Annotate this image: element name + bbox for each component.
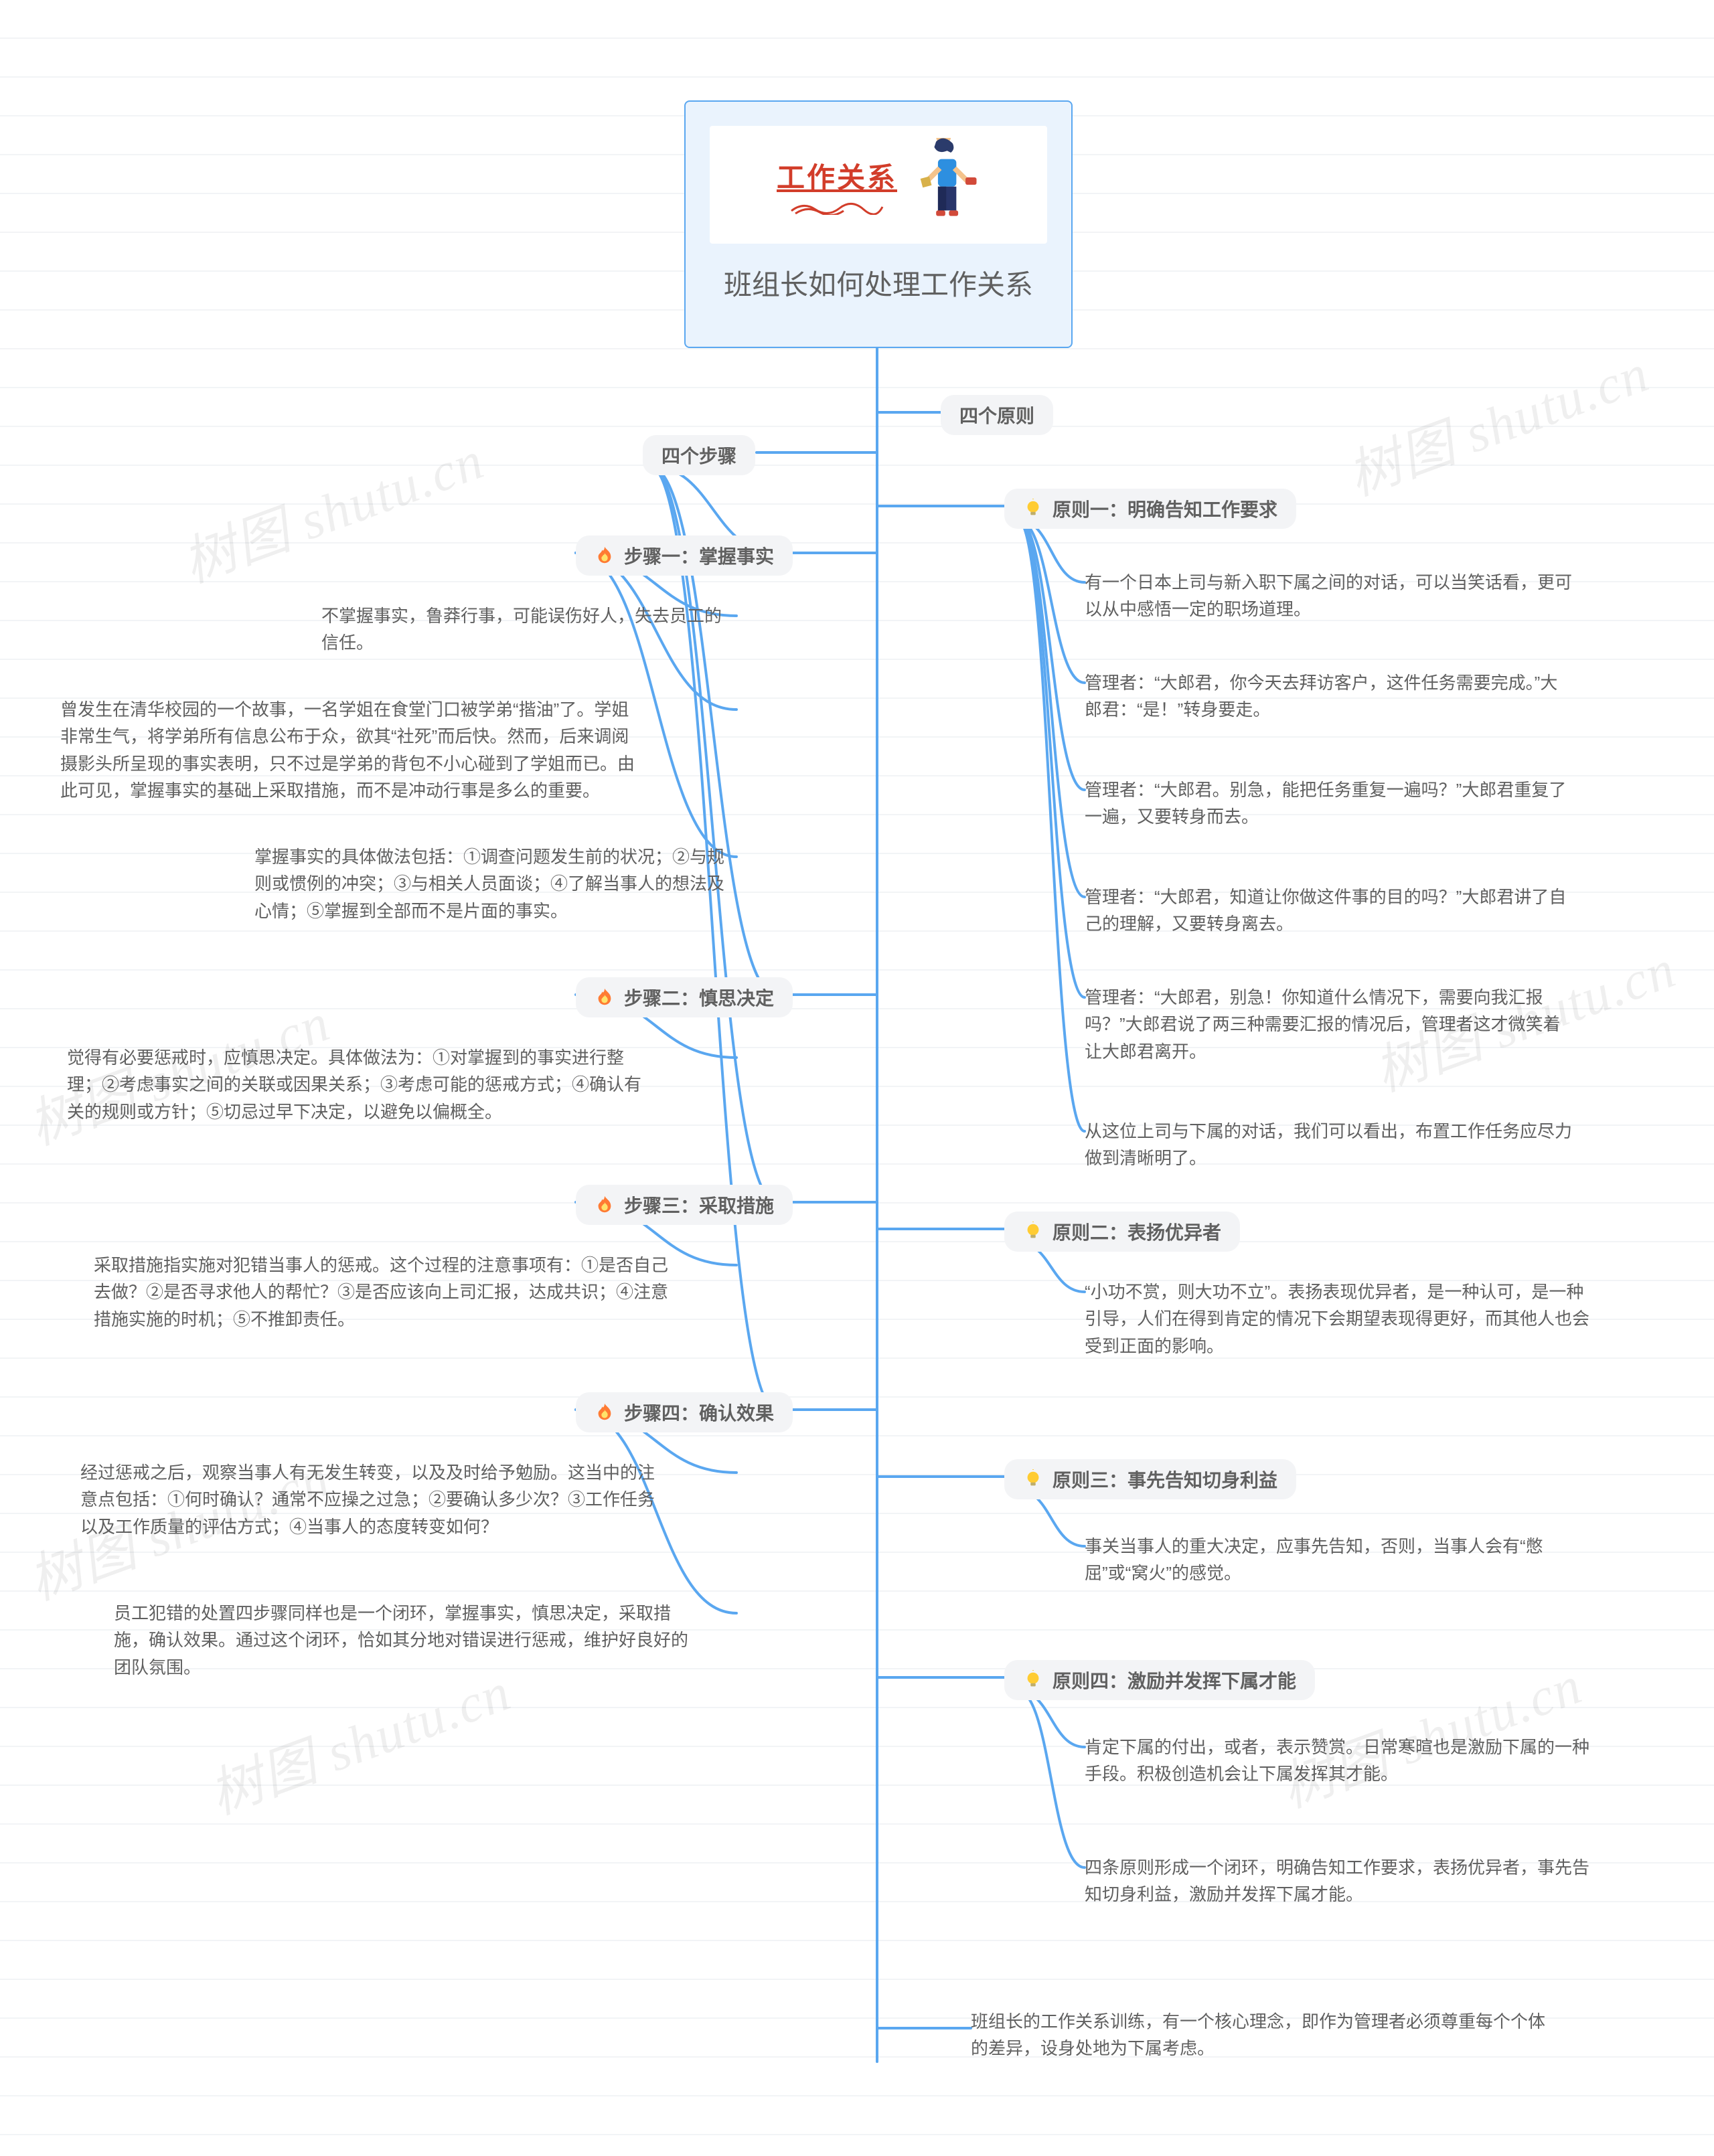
person-icon: [916, 138, 980, 232]
principle-leaf: 肯定下属的付出，或者，表示赞赏。日常寒暄也是激励下属的一种手段。积极创造机会让下…: [1085, 1734, 1593, 1788]
lightbulb-icon: [1023, 1670, 1043, 1690]
principle-title: 原则一：明确告知工作要求: [1053, 495, 1277, 522]
step-leaf: 采取措施指实施对犯错当事人的惩戒。这个过程的注意事项有：①是否自己去做？②是否寻…: [94, 1252, 670, 1333]
principle-leaf: 有一个日本上司与新入职下属之间的对话，可以当笑话看，更可以从中感悟一定的职场道理…: [1085, 569, 1573, 623]
principle-node: 原则二：表扬优异者: [1004, 1212, 1240, 1252]
fire-icon: [595, 546, 615, 566]
principle-leaf: “小功不赏，则大功不立”。表扬表现优异者，是一种认可，是一种引导，人们在得到肯定…: [1085, 1278, 1593, 1359]
steps-header-label: 四个步骤: [661, 442, 736, 469]
step-leaf: 掌握事实的具体做法包括：①调查问题发生前的状况；②与规则或惯例的冲突；③与相关人…: [254, 843, 736, 924]
root-text-block: 工作关系: [777, 155, 897, 215]
principle-leaf: 管理者：“大郎君，你今天去拜访客户，这件任务需要完成。”大郎君：“是！”转身要走…: [1085, 669, 1573, 724]
principle-leaf: 事关当事人的重大决定，应事先告知，否则，当事人会有“憋屈”或“窝火”的感觉。: [1085, 1533, 1573, 1587]
principle-node: 原则一：明确告知工作要求: [1004, 489, 1296, 529]
lightbulb-icon: [1023, 1469, 1043, 1489]
step-title: 步骤三：采取措施: [624, 1191, 774, 1218]
principle-leaf: 管理者：“大郎君，别急！你知道什么情况下，需要向我汇报吗？”大郎君说了两三种需要…: [1085, 984, 1573, 1065]
principle-title: 原则三：事先告知切身利益: [1053, 1466, 1277, 1493]
step-node: 步骤三：采取措施: [576, 1185, 793, 1225]
principle-node: 原则三：事先告知切身利益: [1004, 1459, 1296, 1499]
closing-note: 班组长的工作关系训练，有一个核心理念，即作为管理者必须尊重每个个体的差异，设身处…: [971, 2008, 1547, 2062]
principle-leaf: 管理者：“大郎君，知道让你做这件事的目的吗？”大郎君讲了自己的理解，又要转身离去…: [1085, 884, 1573, 938]
step-leaf: 经过惩戒之后，观察当事人有无发生转变，以及及时给予勉励。这当中的注意点包括：①何…: [80, 1459, 656, 1540]
step-title: 步骤二：慎思决定: [624, 984, 774, 1011]
root-inner: 工作关系: [710, 126, 1047, 244]
step-leaf: 不掌握事实，鲁莽行事，可能误伤好人，失去员工的信任。: [321, 602, 736, 657]
principle-node: 原则四：激励并发挥下属才能: [1004, 1660, 1315, 1700]
root-badge: 工作关系: [777, 155, 897, 196]
fire-icon: [595, 1195, 615, 1215]
principles-header-label: 四个原则: [959, 402, 1034, 428]
root-card: 工作关系: [684, 100, 1073, 348]
step-node: 步骤一：掌握事实: [576, 535, 793, 576]
step-leaf: 员工犯错的处置四步骤同样也是一个闭环，掌握事实，慎思决定，采取措施，确认效果。通…: [114, 1600, 690, 1681]
principle-title: 原则二：表扬优异者: [1053, 1218, 1221, 1245]
step-node: 步骤二：慎思决定: [576, 977, 793, 1017]
fire-icon: [595, 1402, 615, 1422]
principle-title: 原则四：激励并发挥下属才能: [1053, 1667, 1296, 1693]
fire-icon: [595, 987, 615, 1007]
mindmap-stage: 工作关系: [0, 0, 1714, 2156]
principle-leaf: 从这位上司与下属的对话，我们可以看出，布置工作任务应尽力做到清晰明了。: [1085, 1118, 1573, 1172]
principle-leaf: 管理者：“大郎君。别急，能把任务重复一遍吗？”大郎君重复了一遍，又要转身而去。: [1085, 776, 1573, 831]
principles-header: 四个原则: [941, 395, 1053, 435]
root-subtitle: 班组长如何处理工作关系: [710, 262, 1047, 303]
lightbulb-icon: [1023, 1222, 1043, 1242]
scribble-icon: [790, 200, 884, 215]
step-leaf: 曾发生在清华校园的一个故事，一名学姐在食堂门口被学弟“揩油”了。学姐非常生气，将…: [60, 696, 636, 804]
step-title: 步骤四：确认效果: [624, 1399, 774, 1426]
step-title: 步骤一：掌握事实: [624, 542, 774, 569]
steps-header: 四个步骤: [643, 435, 755, 475]
lightbulb-icon: [1023, 499, 1043, 519]
principle-leaf: 四条原则形成一个闭环，明确告知工作要求，表扬优异者，事先告知切身利益，激励并发挥…: [1085, 1854, 1593, 1908]
step-node: 步骤四：确认效果: [576, 1392, 793, 1432]
step-leaf: 觉得有必要惩戒时，应慎思决定。具体做法为：①对掌握到的事实进行整理；②考虑事实之…: [67, 1044, 643, 1125]
